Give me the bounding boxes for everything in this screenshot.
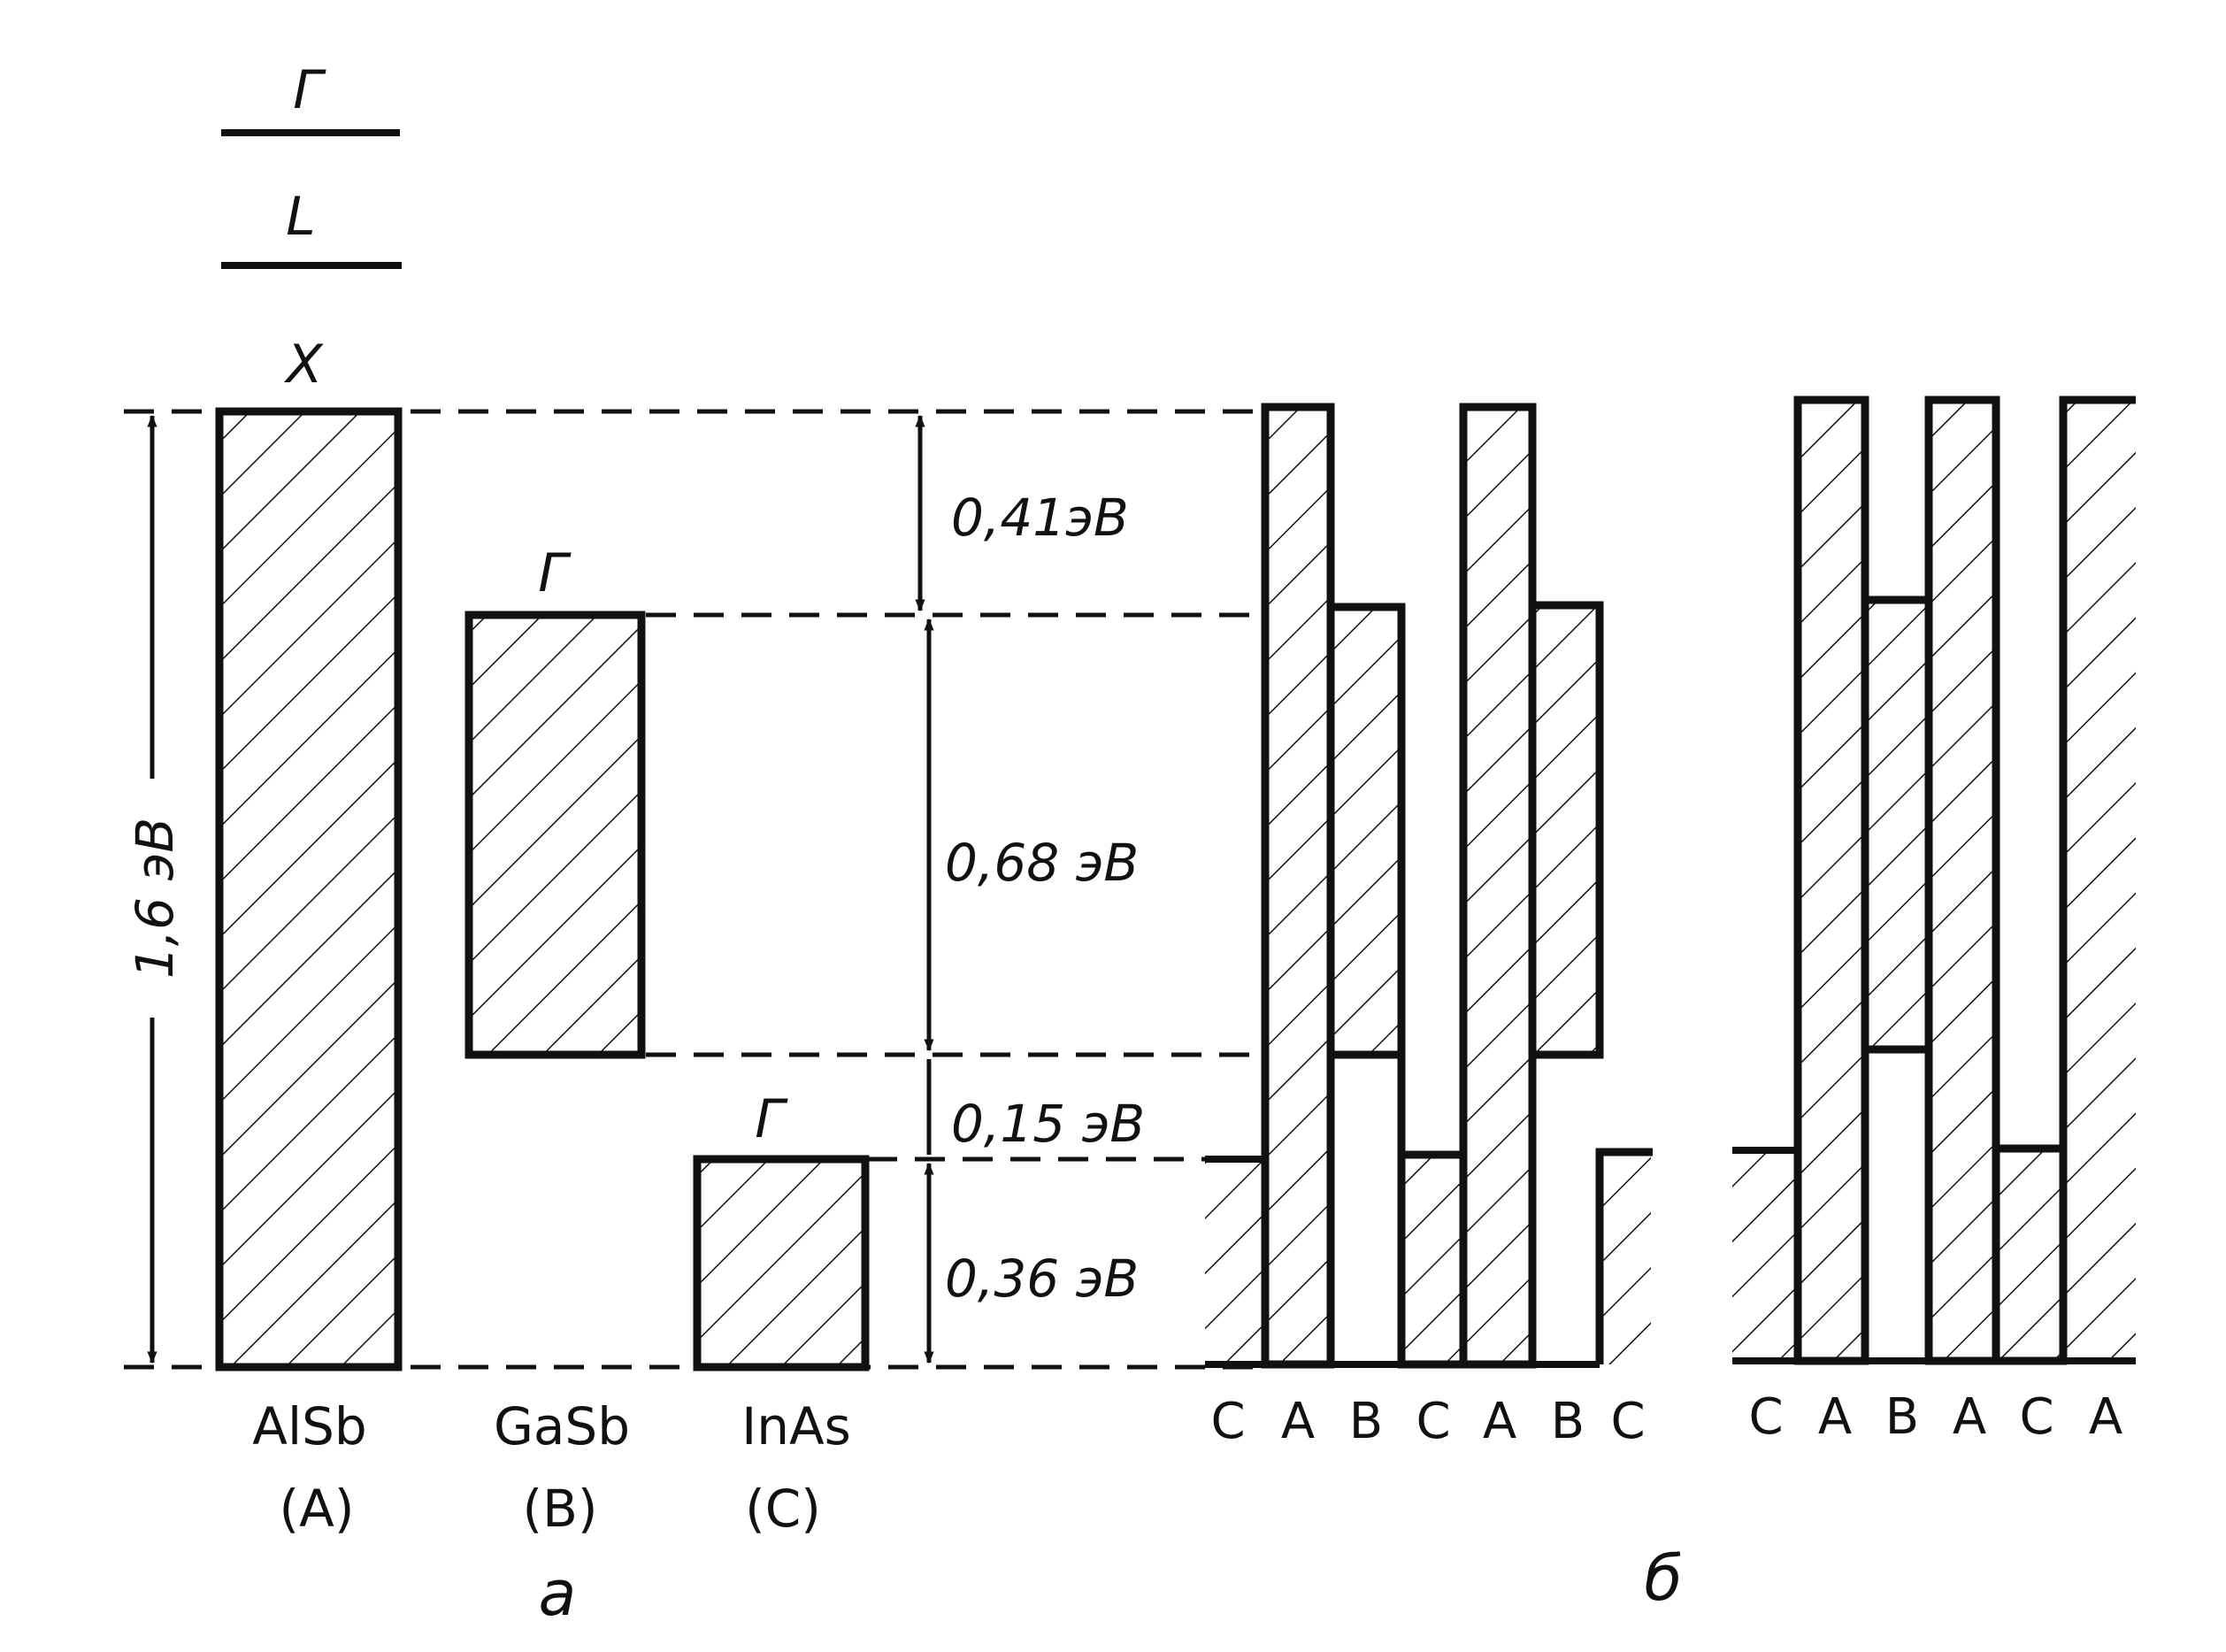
gap-arrows — [915, 414, 934, 1364]
panel-label-b: б — [1644, 1542, 1682, 1615]
sl2-label-0: C — [1748, 1388, 1783, 1446]
sl2-layer-c-left — [1732, 1150, 1796, 1361]
sl1-label-4: A — [1483, 1393, 1516, 1450]
sl2-label-1: A — [1818, 1388, 1852, 1446]
sl1-layer-a1 — [1261, 403, 1335, 1369]
material-alsb-letter: (A) — [280, 1479, 355, 1539]
material-labels: AlSb (A) GaSb (B) InAs (C) — [252, 1396, 851, 1539]
reference-levels — [124, 409, 1265, 1370]
sl1-label-2: B — [1349, 1393, 1383, 1450]
inas-block: Γ — [693, 1088, 870, 1372]
legend-x-label: X — [283, 334, 324, 396]
sl1-label-5: B — [1551, 1393, 1585, 1450]
total-gap-label: 1,6 эВ — [125, 818, 185, 979]
sl2-label-5: A — [2089, 1388, 2122, 1446]
sl1-layer-b2 — [1528, 601, 1604, 1059]
sl2-layer-a1 — [1793, 396, 1869, 1365]
sl1-label-0: C — [1210, 1393, 1245, 1450]
sl1-label-1: A — [1281, 1393, 1315, 1450]
total-gap-arrow: 1,6 эВ — [125, 414, 185, 1364]
sl1-layer-b1 — [1326, 603, 1406, 1059]
sl1-label-6: C — [1610, 1393, 1645, 1450]
label-068: 0,68 эВ — [945, 833, 1139, 893]
sl2-label-3: A — [1953, 1388, 1986, 1446]
sl1-layer-a2 — [1459, 403, 1537, 1369]
material-inas-letter: (C) — [745, 1479, 821, 1539]
inas-gamma-label: Γ — [755, 1088, 788, 1150]
sl1-layer-c-right — [1600, 1152, 1651, 1364]
label-036: 0,36 эВ — [945, 1249, 1139, 1309]
alsb-block — [215, 407, 403, 1372]
sl1-layer-c-left — [1205, 1159, 1263, 1364]
superlattice-2-labels: C A B A C A — [1748, 1388, 2122, 1446]
material-gasb-letter: (B) — [522, 1479, 597, 1539]
sl2-layer-a2 — [1924, 396, 2000, 1365]
panel-label-a: а — [539, 1557, 577, 1630]
material-gasb: GaSb — [494, 1396, 630, 1456]
label-015: 0,15 эВ — [951, 1094, 1145, 1154]
label-041: 0,41эВ — [951, 488, 1129, 548]
sl2-layer-a3 — [2063, 400, 2136, 1361]
gasb-gamma-label: Γ — [538, 542, 572, 604]
material-alsb: AlSb — [252, 1396, 366, 1456]
material-inas: InAs — [741, 1396, 851, 1456]
sl1-label-3: C — [1416, 1393, 1450, 1450]
legend-l-label: L — [286, 186, 315, 248]
sl1-layer-c1 — [1397, 1150, 1468, 1369]
valley-legend: Γ L X — [221, 59, 402, 396]
superlattice-1 — [1205, 403, 1653, 1369]
sl2-label-2: B — [1885, 1388, 1919, 1446]
superlattice-1-labels: C A B C A B C — [1210, 1393, 1645, 1450]
superlattice-2 — [1732, 396, 2136, 1365]
gasb-block: Γ — [464, 542, 646, 1059]
sl2-layer-b — [1861, 595, 1933, 1054]
sl2-layer-c — [1992, 1144, 2068, 1365]
legend-gamma-label: Γ — [293, 59, 326, 121]
sl2-label-4: C — [2019, 1388, 2053, 1446]
